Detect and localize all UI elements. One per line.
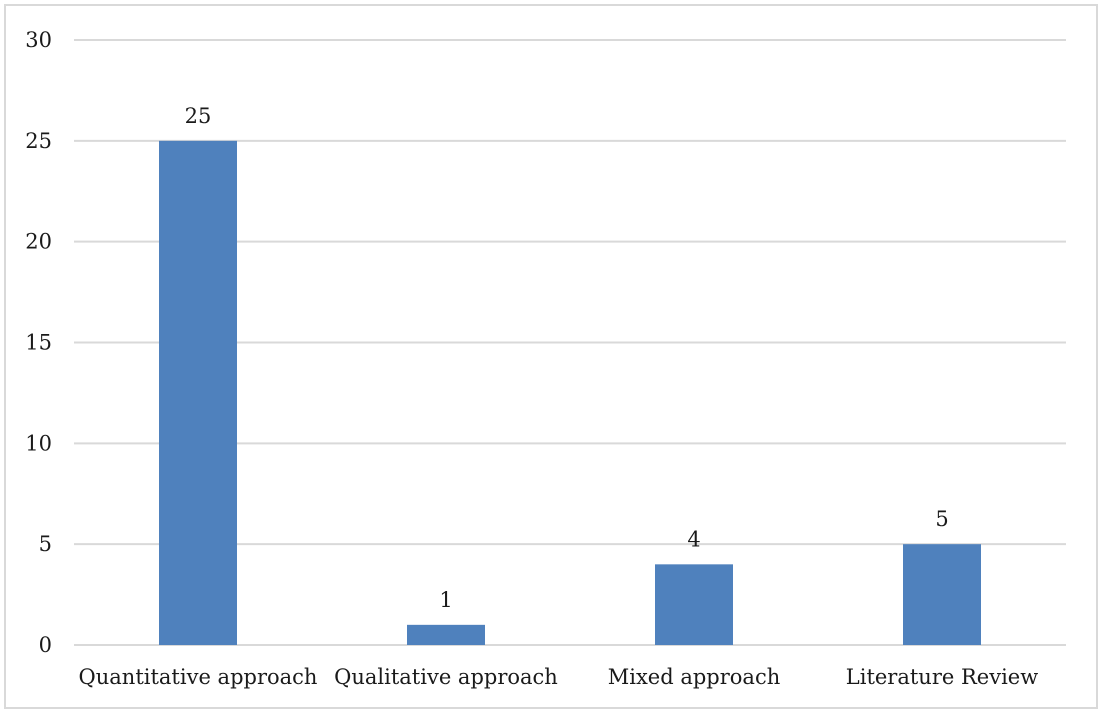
data-label: 4 xyxy=(687,527,700,551)
gridlines xyxy=(74,39,1066,646)
x-category-label: Mixed approach xyxy=(608,665,781,689)
data-label: 25 xyxy=(185,104,212,128)
y-tick-label: 5 xyxy=(39,532,52,556)
bar xyxy=(903,544,981,645)
y-tick-label: 0 xyxy=(39,633,52,657)
y-tick-label: 15 xyxy=(25,331,52,355)
x-axis-categories: Quantitative approach Qualitative approac… xyxy=(79,665,1039,689)
y-tick-label: 30 xyxy=(25,28,52,52)
y-tick-label: 10 xyxy=(25,431,52,455)
y-axis-ticks: 0 5 10 15 20 25 30 xyxy=(25,28,52,657)
data-label: 5 xyxy=(935,507,948,531)
x-category-label: Qualitative approach xyxy=(334,665,558,689)
x-category-label: Literature Review xyxy=(846,665,1038,689)
data-labels: 25 1 4 5 xyxy=(185,104,949,612)
bar xyxy=(655,564,733,645)
bar xyxy=(159,140,237,646)
y-tick-label: 25 xyxy=(25,129,52,153)
data-label: 1 xyxy=(439,588,452,612)
x-category-label: Quantitative approach xyxy=(79,665,318,689)
bars xyxy=(159,140,981,646)
y-tick-label: 20 xyxy=(25,230,52,254)
bar xyxy=(407,624,485,645)
